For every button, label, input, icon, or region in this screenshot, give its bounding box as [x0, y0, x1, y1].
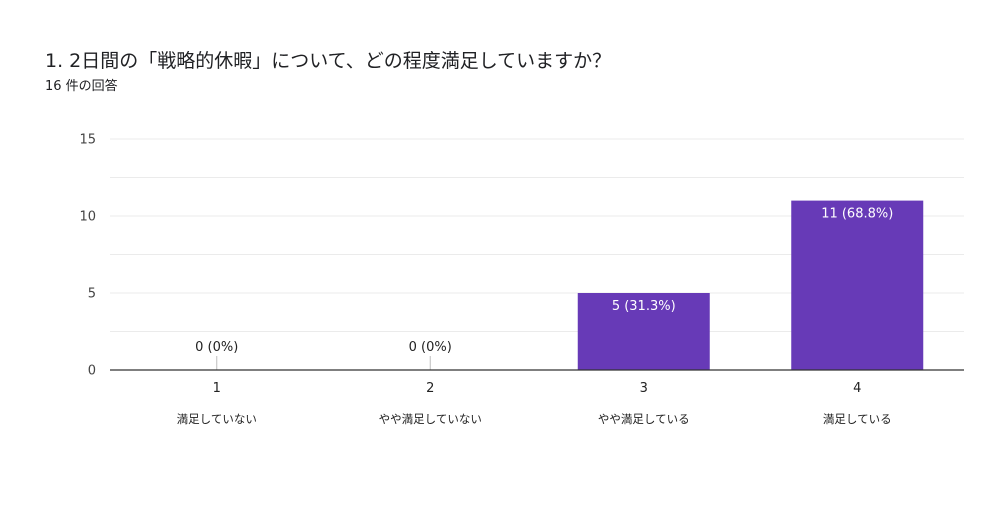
chart-title: 1. 2日間の「戦略的休暇」について、どの程度満足していますか？: [45, 50, 612, 72]
data-label: 0 (0%): [195, 340, 238, 355]
category-description: やや満足していない: [379, 412, 482, 426]
data-label: 11 (68.8%): [821, 207, 893, 222]
y-tick-label: 0: [88, 364, 96, 379]
y-tick-label: 15: [79, 133, 96, 148]
data-labels: 0 (0%) 0 (0%) 5 (31.3%) 11 (68.8%): [195, 207, 893, 370]
y-tick-label: 5: [88, 287, 96, 302]
data-label: 0 (0%): [409, 340, 452, 355]
x-tick-label: 2: [426, 381, 434, 396]
bars: [577, 200, 924, 370]
category-description: 満足していない: [177, 412, 257, 426]
x-tick-label: 3: [640, 381, 648, 396]
x-tick-label: 1: [213, 381, 221, 396]
y-tick-label: 10: [79, 210, 96, 225]
y-axis-ticks: 0 5 10 15: [79, 133, 96, 379]
data-label: 5 (31.3%): [612, 299, 676, 314]
bar: [791, 200, 924, 370]
bar: [577, 293, 710, 370]
category-description: 満足している: [823, 412, 892, 426]
category-description: やや満足している: [598, 412, 690, 426]
x-axis-ticks: 1 満足していない 2 やや満足していない 3 やや満足している 4 満足している: [177, 381, 892, 426]
x-tick-label: 4: [853, 381, 861, 396]
response-count: 16 件の回答: [45, 79, 118, 94]
